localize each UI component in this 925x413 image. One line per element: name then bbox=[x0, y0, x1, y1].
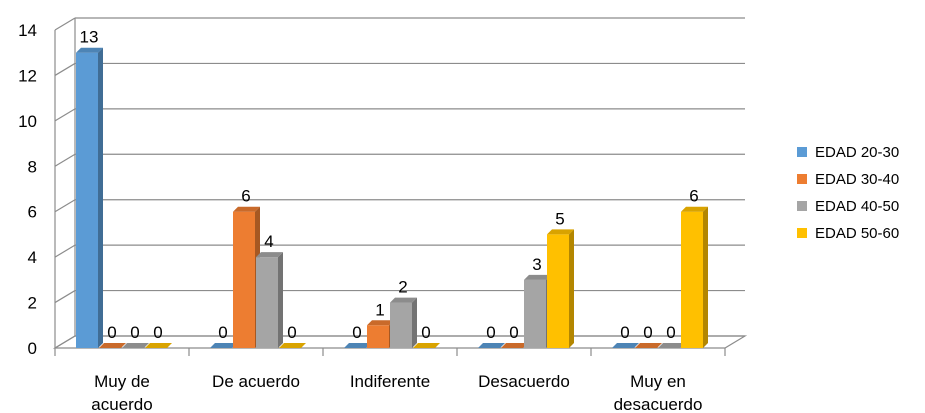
bar-side bbox=[412, 297, 417, 348]
bar-top bbox=[210, 343, 237, 348]
bar bbox=[390, 302, 412, 348]
data-label: 5 bbox=[555, 209, 564, 228]
bar-top bbox=[122, 343, 149, 348]
y-tick-label: 2 bbox=[28, 294, 37, 313]
bar-top bbox=[233, 206, 260, 212]
data-label: 0 bbox=[666, 323, 675, 342]
gridline-depth bbox=[54, 62, 76, 76]
bar-top bbox=[256, 252, 283, 258]
x-tick-label: acuerdo bbox=[91, 395, 152, 413]
data-label: 0 bbox=[107, 323, 116, 342]
legend-label: EDAD 50-60 bbox=[815, 225, 899, 242]
y-tick-label: 4 bbox=[28, 248, 37, 267]
y-tick-label: 10 bbox=[18, 112, 37, 131]
legend-label: EDAD 40-50 bbox=[815, 198, 899, 215]
gridline-depth bbox=[54, 199, 76, 213]
bar bbox=[524, 279, 546, 348]
data-label: 13 bbox=[80, 28, 99, 47]
legend-swatch bbox=[797, 228, 807, 238]
data-label: 0 bbox=[153, 323, 162, 342]
x-tick-label: Indiferente bbox=[350, 372, 430, 391]
y-tick-label: 8 bbox=[28, 157, 37, 176]
bar-top bbox=[547, 229, 574, 235]
data-label: 6 bbox=[241, 187, 250, 206]
bar-top bbox=[681, 206, 708, 212]
data-label: 3 bbox=[532, 255, 541, 274]
y-tick-label: 6 bbox=[28, 203, 37, 222]
data-label: 0 bbox=[352, 323, 361, 342]
x-tick-label: De acuerdo bbox=[212, 372, 300, 391]
data-label: 6 bbox=[689, 187, 698, 206]
bar-top bbox=[635, 343, 662, 348]
bar bbox=[256, 257, 278, 348]
bar-top bbox=[478, 343, 505, 348]
data-label: 1 bbox=[375, 300, 384, 319]
gridline-depth bbox=[54, 290, 76, 304]
x-tick-label: Desacuerdo bbox=[478, 372, 570, 391]
bar-top bbox=[344, 343, 371, 348]
x-tick-label: Muy en bbox=[630, 372, 686, 391]
y-tick-label: 0 bbox=[28, 339, 37, 358]
x-tick-label: Muy de bbox=[94, 372, 150, 391]
bar-top bbox=[658, 343, 685, 348]
gridline-depth bbox=[54, 108, 76, 122]
data-label: 0 bbox=[130, 323, 139, 342]
bar bbox=[367, 325, 389, 348]
data-label: 4 bbox=[264, 232, 273, 251]
bar-side bbox=[98, 47, 103, 348]
legend-swatch bbox=[797, 147, 807, 157]
bar-top bbox=[524, 274, 551, 280]
data-label: 2 bbox=[398, 278, 407, 297]
bar-top bbox=[390, 297, 417, 303]
bar bbox=[76, 52, 98, 348]
data-label: 0 bbox=[486, 323, 495, 342]
bar bbox=[547, 234, 569, 348]
y-tick-label: 12 bbox=[18, 66, 37, 85]
bar-side bbox=[703, 206, 708, 348]
legend-swatch bbox=[797, 174, 807, 184]
bar bbox=[681, 211, 703, 348]
bar-top bbox=[413, 343, 440, 348]
bar-side bbox=[278, 252, 283, 348]
legend-swatch bbox=[797, 201, 807, 211]
legend-label: EDAD 20-30 bbox=[815, 144, 899, 161]
gridline-depth bbox=[54, 244, 76, 258]
data-label: 0 bbox=[287, 323, 296, 342]
bar-side bbox=[569, 229, 574, 348]
bar-top bbox=[612, 343, 639, 348]
data-label: 0 bbox=[421, 323, 430, 342]
legend-label: EDAD 30-40 bbox=[815, 171, 899, 188]
bar-top bbox=[145, 343, 172, 348]
data-label: 0 bbox=[509, 323, 518, 342]
gridline-depth bbox=[54, 17, 76, 31]
data-label: 0 bbox=[643, 323, 652, 342]
bar-top bbox=[279, 343, 306, 348]
bar bbox=[233, 211, 255, 348]
data-label: 0 bbox=[620, 323, 629, 342]
bar-top bbox=[367, 320, 394, 326]
bar-top bbox=[99, 343, 126, 348]
x-tick-label: desacuerdo bbox=[614, 395, 703, 413]
bar-top bbox=[76, 47, 103, 53]
bar-top bbox=[501, 343, 528, 348]
data-label: 0 bbox=[218, 323, 227, 342]
gridline-depth bbox=[54, 153, 76, 167]
y-tick-label: 14 bbox=[18, 21, 37, 40]
